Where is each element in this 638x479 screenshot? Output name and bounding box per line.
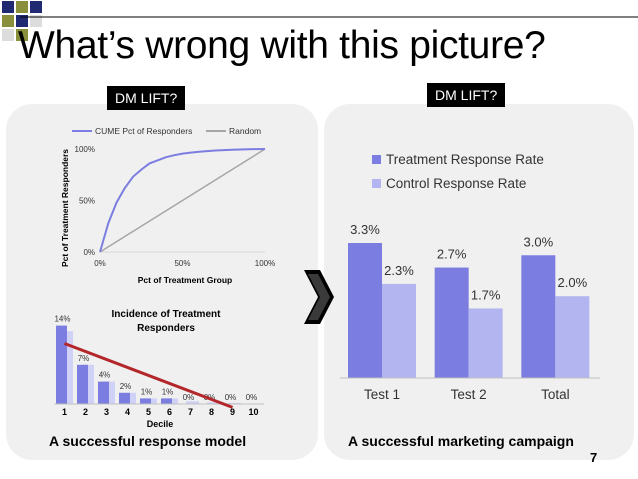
rates-bar [521,255,556,378]
rates-data-labels: 3.3% 2.3% 2.7% 1.7% 3.0% 2.0% [350,222,587,302]
gains-x-tick: 50% [174,259,190,268]
rates-bar [468,308,503,378]
rates-legend-label-control: Control Response Rate [386,176,526,191]
rates-bar [382,283,416,378]
decile-back-bar [186,401,199,404]
gains-random-line [99,148,266,253]
decile-tick: 1 [62,407,67,417]
decile-bar [77,364,88,404]
decile-back-bar [228,402,241,404]
rates-bars [348,243,590,378]
decile-tick: 9 [230,407,235,417]
decile-tick: 10 [248,407,258,417]
rates-legend-swatch-treatment [372,155,381,164]
left-caption: A successful response model [49,433,247,449]
rates-data-label: 3.0% [524,234,554,249]
gains-ticks: 0% 50% 100% 0% 50% 100% [75,145,276,268]
decile-tick: 6 [167,407,172,417]
deco-square-4 [2,15,14,27]
right-caption: A successful marketing campaign [348,433,574,449]
page-title: What’s wrong with this picture? [18,24,546,67]
decile-tick-labels: 1 2 3 4 5 6 7 8 9 10 [62,407,259,417]
gains-ylabel: Pct of Treatment Responders [60,149,70,267]
rates-legend-swatch-control [372,179,381,188]
decile-chart: Incidence of Treatment Responders 14%7%4… [54,309,264,429]
rates-data-label: 2.7% [437,247,467,262]
decile-data-label: 2% [120,382,132,391]
dm-lift-tag-left: DM LIFT? [107,86,186,110]
rates-bar [555,296,590,378]
decile-data-label: 14% [54,315,70,324]
deco-square-6 [30,15,42,27]
gains-legend-label-cume: CUME Pct of Responders [95,126,192,136]
rates-data-label: 2.3% [384,263,414,278]
right-arrow-icon [304,270,334,324]
decile-trendline [63,342,234,409]
decile-tick: 5 [146,407,151,417]
gains-x-tick: 100% [255,259,275,268]
rates-legend-label-treatment: Treatment Response Rate [386,152,544,167]
rates-category-label: Test 1 [364,387,400,402]
gains-x-tick: 0% [94,259,106,268]
dm-lift-tag-right: DM LIFT? [427,83,506,107]
decile-tick: 3 [104,407,109,417]
deco-square-2 [16,1,28,13]
decile-bars [56,325,172,404]
gains-cume-line [99,148,266,253]
deco-square-1 [2,1,14,13]
rates-category-label: Total [541,387,570,402]
deco-square-3 [30,1,42,13]
rates-category-label: Test 2 [451,387,487,402]
decile-data-label: 0% [225,393,237,402]
gains-y-tick: 100% [75,145,95,154]
page-number: 7 [590,450,598,465]
gains-legend: CUME Pct of Responders Random [72,126,261,136]
decile-tick: 4 [125,407,130,417]
response-rate-chart: Treatment Response Rate Control Response… [340,152,600,402]
decile-tick: 7 [188,407,193,417]
rates-data-label: 2.0% [558,275,588,290]
rates-bar [434,267,469,378]
deco-square-7 [2,29,14,41]
decile-bar [56,325,67,404]
deco-square-8 [16,29,28,41]
rates-data-label: 1.7% [471,287,501,302]
decile-data-label: 1% [162,387,174,396]
decile-bar [119,392,130,404]
rates-legend: Treatment Response Rate Control Response… [372,152,544,191]
deco-square-5 [16,15,28,27]
decile-tick: 2 [83,407,88,417]
decile-bar [98,381,109,404]
decile-bar [140,398,151,404]
decile-data-label: 1% [141,387,153,396]
decile-data-label: 4% [99,371,111,380]
gains-xlabel: Pct of Treatment Group [138,275,232,285]
rates-category-labels: Test 1 Test 2 Total [364,387,570,402]
gains-y-tick: 50% [79,197,95,206]
decile-bar [161,398,172,404]
decile-data-label: 0% [183,393,195,402]
decile-data-label: 7% [78,354,90,363]
rates-bar [348,243,382,378]
decile-xlabel: Decile [147,419,174,429]
gains-legend-label-random: Random [229,126,261,136]
rates-data-label: 3.3% [350,222,380,237]
gains-y-tick: 0% [83,248,95,257]
decile-data-label: 0% [246,393,258,402]
decile-tick: 8 [209,407,214,417]
decile-title-line1: Incidence of Treatment [112,309,222,320]
gains-chart: CUME Pct of Responders Random 0% 50% 100%0… [60,126,276,285]
decile-back-bar [207,402,220,404]
decile-title-line2: Responders [137,323,195,334]
